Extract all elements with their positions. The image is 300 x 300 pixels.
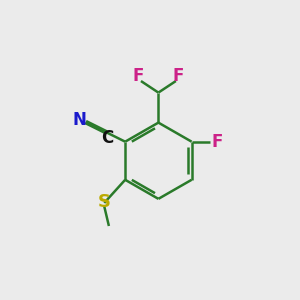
Text: S: S [98,193,111,211]
Text: N: N [73,111,87,129]
Text: F: F [212,133,223,151]
Text: F: F [172,68,184,85]
Text: C: C [102,129,114,147]
Text: F: F [133,68,144,85]
